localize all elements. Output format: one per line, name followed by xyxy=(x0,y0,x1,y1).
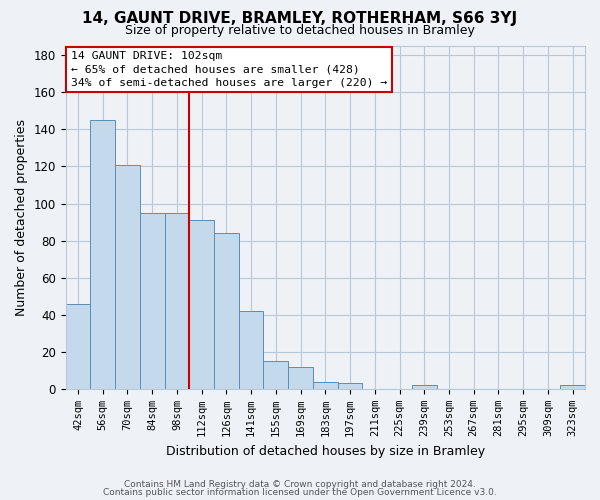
Bar xyxy=(214,233,239,389)
Bar xyxy=(338,384,362,389)
Bar xyxy=(65,304,91,389)
Bar xyxy=(164,213,190,389)
Bar xyxy=(263,361,288,389)
Bar xyxy=(560,385,585,389)
Text: Size of property relative to detached houses in Bramley: Size of property relative to detached ho… xyxy=(125,24,475,37)
Bar xyxy=(190,220,214,389)
Bar xyxy=(115,164,140,389)
Text: 14 GAUNT DRIVE: 102sqm
← 65% of detached houses are smaller (428)
34% of semi-de: 14 GAUNT DRIVE: 102sqm ← 65% of detached… xyxy=(71,51,387,88)
Bar xyxy=(288,366,313,389)
Text: 14, GAUNT DRIVE, BRAMLEY, ROTHERHAM, S66 3YJ: 14, GAUNT DRIVE, BRAMLEY, ROTHERHAM, S66… xyxy=(82,11,518,26)
Text: Contains HM Land Registry data © Crown copyright and database right 2024.: Contains HM Land Registry data © Crown c… xyxy=(124,480,476,489)
Text: Contains public sector information licensed under the Open Government Licence v3: Contains public sector information licen… xyxy=(103,488,497,497)
Bar xyxy=(91,120,115,389)
Bar xyxy=(140,213,164,389)
Bar xyxy=(239,311,263,389)
Bar xyxy=(313,382,338,389)
Bar xyxy=(412,385,437,389)
X-axis label: Distribution of detached houses by size in Bramley: Distribution of detached houses by size … xyxy=(166,444,485,458)
Y-axis label: Number of detached properties: Number of detached properties xyxy=(15,119,28,316)
